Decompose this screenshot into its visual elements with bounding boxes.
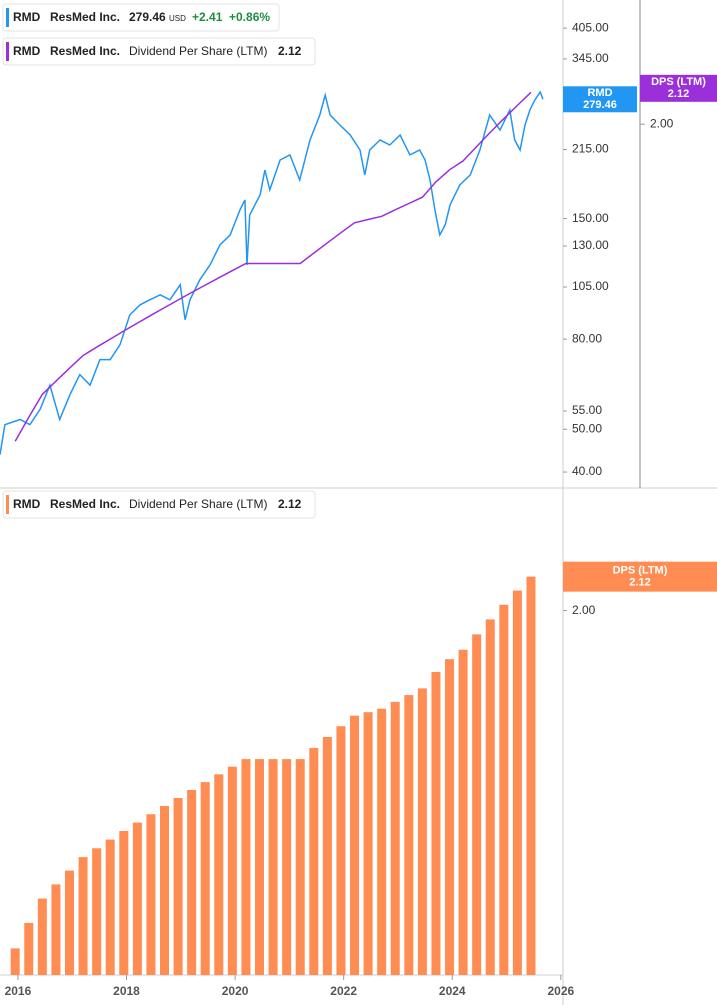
bar bbox=[24, 922, 34, 975]
bar bbox=[417, 688, 427, 975]
bar bbox=[92, 848, 102, 975]
bar bbox=[431, 671, 441, 975]
legend-company: ResMed Inc. bbox=[50, 10, 120, 24]
legend-metric: Dividend Per Share (LTM) bbox=[129, 497, 268, 511]
bar bbox=[322, 736, 332, 975]
bar bbox=[241, 759, 251, 975]
legend-change-pct: +0.86% bbox=[229, 10, 270, 24]
legend-last: 2.12 bbox=[278, 497, 302, 511]
legend-swatch bbox=[6, 42, 9, 61]
y-tick-label: 105.00 bbox=[572, 279, 609, 293]
y-tick-label: 130.00 bbox=[572, 238, 609, 252]
legend-box bbox=[2, 490, 316, 519]
bar bbox=[282, 759, 292, 975]
x-tick-label: 2016 bbox=[5, 984, 32, 998]
y2-tick-label: 2.00 bbox=[650, 116, 674, 130]
legend-ticker: RMD bbox=[13, 497, 41, 511]
price-tag-name: RMD bbox=[587, 87, 612, 99]
x-tick-label: 2026 bbox=[547, 984, 574, 998]
bar bbox=[268, 759, 278, 975]
y-tick-label: 55.00 bbox=[572, 403, 602, 417]
legend-metric: Dividend Per Share (LTM) bbox=[129, 44, 268, 58]
series-line bbox=[14, 91, 532, 442]
legend-box bbox=[2, 37, 316, 66]
bar bbox=[512, 590, 522, 975]
bar bbox=[485, 619, 495, 975]
legend-last: 279.46 bbox=[129, 10, 166, 24]
bar bbox=[64, 870, 74, 975]
x-tick-label: 2022 bbox=[330, 984, 357, 998]
y-tick-label: 150.00 bbox=[572, 211, 609, 225]
bar bbox=[377, 708, 387, 975]
bar bbox=[173, 797, 183, 975]
bar bbox=[160, 806, 170, 975]
bar bbox=[51, 884, 61, 975]
bar bbox=[499, 604, 509, 975]
price-tag bbox=[640, 74, 717, 102]
bar bbox=[526, 576, 536, 975]
price-tag-value: 2.12 bbox=[629, 577, 650, 589]
bar bbox=[227, 766, 237, 975]
bar bbox=[472, 634, 482, 975]
x-tick-label: 2018 bbox=[113, 984, 140, 998]
bar bbox=[404, 695, 414, 975]
legend-currency: USD bbox=[169, 14, 186, 23]
legend-company: ResMed Inc. bbox=[50, 44, 120, 58]
bar bbox=[295, 759, 305, 975]
bar bbox=[363, 712, 373, 975]
bar bbox=[10, 948, 20, 975]
legend-dps-bar[interactable]: RMD ResMed Inc. Dividend Per Share (LTM)… bbox=[2, 490, 316, 519]
price-tag-name: DPS (LTM) bbox=[613, 565, 668, 577]
bar bbox=[105, 839, 115, 975]
price-tag bbox=[563, 86, 637, 113]
x-tick-label: 2020 bbox=[222, 984, 249, 998]
price-tag-value: 2.12 bbox=[668, 88, 689, 100]
bar bbox=[132, 822, 142, 975]
bar bbox=[336, 726, 346, 975]
bar bbox=[309, 747, 319, 975]
y-tick-label: 40.00 bbox=[572, 464, 602, 478]
y-tick-label: 405.00 bbox=[572, 20, 609, 34]
bar bbox=[458, 649, 468, 975]
price-tag-name: DPS (LTM) bbox=[651, 76, 706, 88]
legend-ticker: RMD bbox=[13, 44, 41, 58]
price-tag-value: 279.46 bbox=[583, 99, 617, 111]
legend-box bbox=[2, 3, 280, 32]
y-tick-label: 50.00 bbox=[572, 421, 602, 435]
y-tick-label: 345.00 bbox=[572, 51, 609, 65]
x-tick-label: 2024 bbox=[439, 984, 466, 998]
legend-price[interactable]: RMD ResMed Inc. 279.46 USD +2.41 +0.86% bbox=[2, 3, 280, 32]
legend-last: 2.12 bbox=[278, 44, 302, 58]
legend-swatch bbox=[6, 8, 9, 27]
legend-change: +2.41 bbox=[192, 10, 223, 24]
bar bbox=[255, 759, 265, 975]
legend-swatch bbox=[6, 495, 9, 514]
bar bbox=[37, 898, 47, 975]
bar bbox=[119, 831, 129, 975]
bar bbox=[214, 774, 224, 975]
price-tag bbox=[563, 561, 717, 592]
bar bbox=[78, 857, 88, 975]
y-tick-label: 215.00 bbox=[572, 142, 609, 156]
legend-ticker: RMD bbox=[13, 10, 41, 24]
bar bbox=[445, 659, 455, 975]
bar bbox=[187, 789, 197, 975]
bar bbox=[146, 814, 156, 975]
legend-company: ResMed Inc. bbox=[50, 497, 120, 511]
y-tick-label: 2.00 bbox=[572, 603, 596, 617]
bar bbox=[200, 782, 210, 975]
y-tick-label: 80.00 bbox=[572, 331, 602, 345]
series-line bbox=[0, 90, 544, 455]
bar bbox=[390, 701, 400, 975]
legend-dps-line[interactable]: RMD ResMed Inc. Dividend Per Share (LTM)… bbox=[2, 37, 316, 66]
bar bbox=[350, 715, 360, 975]
